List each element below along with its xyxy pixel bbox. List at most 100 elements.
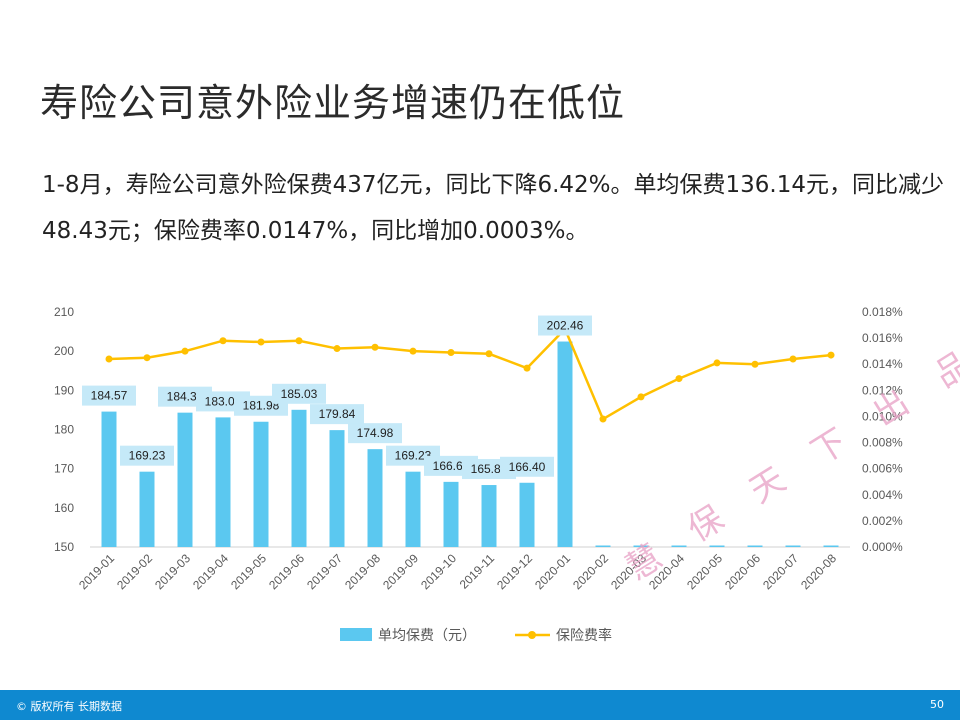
y-right-tick-label: 0.000% [862,540,903,554]
bar [367,449,383,547]
page-title: 寿险公司意外险业务增速仍在低位 [40,81,626,125]
bar [443,481,459,547]
rate-point [409,347,417,355]
x-tick-label: 2020-01 [532,551,573,592]
y-right-tick-label: 0.006% [862,462,903,476]
rate-point [447,348,455,356]
x-tick-label: 2019-12 [494,551,535,592]
rate-point [105,355,113,363]
bar [557,341,573,547]
combo-chart: 210 200 190 180 170 160 150 0.018% 0.016% 0.014% 0… [54,305,903,644]
legend-label: 单均保费（元） [378,628,476,644]
data-label-bg [120,445,174,466]
y-left-tick-label: 170 [54,462,74,476]
legend-label: 保险费率 [556,627,612,644]
bar [633,545,649,547]
y-right-tick-label: 0.014% [862,357,903,371]
y-left-tick-label: 190 [54,383,74,397]
y-left-tick-label: 180 [54,423,74,437]
bar-data-label: 184.30 [167,390,204,404]
rate-point [599,415,607,423]
bar [215,417,231,547]
bar [709,545,725,547]
x-tick-label: 2019-08 [342,551,383,592]
bar [785,545,801,547]
x-tick-label: 2019-04 [190,551,231,592]
bar [823,545,839,547]
y-right-tick-label: 0.002% [862,514,903,528]
rate-point [333,345,341,353]
bar-data-label: 179.84 [319,407,356,421]
legend-swatch-bar [340,628,372,641]
bar [481,485,497,547]
y-right-tick-label: 0.008% [862,436,903,450]
rate-point [219,337,227,345]
bar [671,545,687,547]
rate-point [789,355,797,363]
bar [291,409,307,547]
data-label-bg [348,423,402,444]
bar [405,471,421,547]
x-tick-label: 2020-02 [570,551,611,592]
rate-line [108,326,832,421]
footer-copyright: © 版权所有 长期数据 [16,700,122,713]
page-number: 50 [930,698,944,711]
bar [595,545,611,547]
x-tick-label: 2019-05 [228,551,269,592]
rate-point [637,393,645,401]
data-label-bg [500,456,554,477]
legend-marker [528,631,536,639]
bar-data-label: 184.57 [91,389,128,403]
bar [329,430,345,547]
y-left-tick-label: 200 [54,344,74,358]
x-tick-label: 2019-02 [114,551,155,592]
y-left-tick-label: 160 [54,501,74,515]
y-right-tick-label: 0.004% [862,488,903,502]
bar-data-label: 185.03 [281,387,318,401]
bar-data-label: 183.09 [205,394,242,408]
data-label-bg [82,385,136,406]
bar-data-label: 174.98 [357,426,394,440]
x-tick-label: 2020-08 [798,551,839,592]
rate-point [371,343,379,351]
bar-data-label: 181.98 [243,399,280,413]
data-label-bg [538,315,592,336]
data-label-bg [310,404,364,425]
data-label-bg [272,383,326,404]
bar-data-label: 169.23 [129,449,166,463]
x-tick-label: 2019-10 [418,551,459,592]
rate-point [485,350,493,358]
bar-data-label: 165.82 [471,462,508,476]
x-tick-label: 2020-06 [722,551,763,592]
y-right-tick-label: 0.016% [862,331,903,345]
x-tick-label: 2019-03 [152,551,193,592]
bar [177,412,193,547]
bar [139,471,155,547]
rate-point [181,347,189,355]
x-tick-label: 2019-11 [457,551,498,592]
x-tick-label: 2019-09 [380,551,421,592]
y-right-tick-label: 0.012% [862,383,903,397]
bar-data-label: 169.23 [395,449,432,463]
x-tick-label: 2019-07 [304,551,345,592]
x-tick-label: 2019-01 [76,551,117,592]
bar [519,482,535,547]
bar-data-label: 166.40 [509,460,546,474]
y-right-tick-label: 0.010% [862,409,903,423]
bar-data-label: 202.46 [547,319,584,333]
bar-data-label: 166.63 [433,459,470,473]
summary-text: 1-8月，寿险公司意外险保费437亿元，同比下降6.42%。单均保费136.14… [42,172,945,244]
rate-point [751,360,759,368]
y-right-tick-label: 0.018% [862,305,903,319]
rate-point [523,364,531,372]
rate-point [257,338,265,346]
x-tick-label: 2020-07 [760,551,801,592]
rate-point [295,337,303,345]
bar [747,545,763,547]
y-left-tick-label: 150 [54,540,74,554]
bar [253,421,269,547]
rate-point [143,354,151,362]
rate-point [827,351,835,359]
rate-point [675,375,683,383]
footer-bar: © 版权所有 长期数据 50 [0,690,960,720]
